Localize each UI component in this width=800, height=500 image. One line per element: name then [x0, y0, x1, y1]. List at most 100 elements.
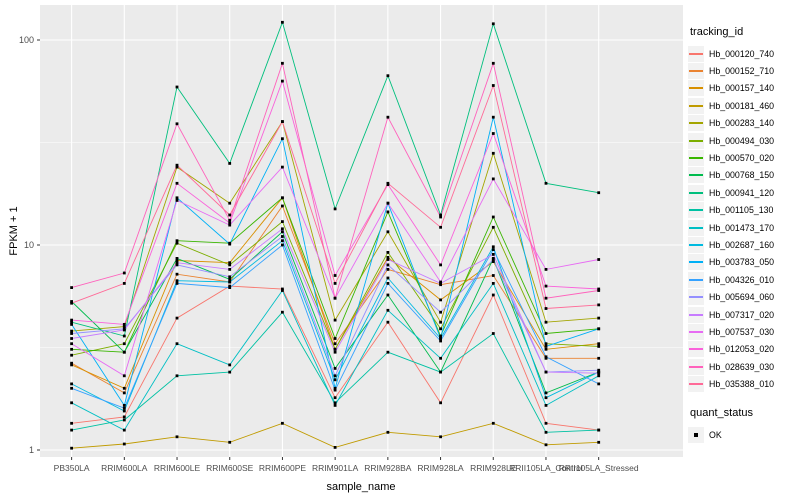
data-point: [439, 280, 442, 284]
data-point: [439, 370, 442, 374]
data-point: [228, 363, 232, 367]
data-point: [333, 386, 337, 390]
data-point: [175, 279, 179, 283]
data-point: [491, 177, 495, 181]
legend-items-tracking-id: Hb_000120_740 Hb_000152_710 Hb_000157_140 H…: [688, 45, 798, 393]
legend-item-label: Hb_000120_740: [709, 48, 775, 59]
data-point: [439, 263, 442, 267]
data-point: [70, 401, 73, 405]
x-axis-title: sample_name: [326, 481, 396, 493]
data-point: [544, 320, 548, 324]
data-point: [281, 120, 284, 123]
data-point: [122, 409, 126, 413]
data-point: [491, 274, 495, 277]
data-point: [122, 428, 126, 432]
data-point: [597, 342, 601, 346]
data-point: [175, 316, 179, 320]
legend-key-line-icon: [688, 271, 704, 288]
data-point: [70, 361, 73, 365]
data-point: [386, 74, 390, 78]
data-point: [175, 122, 179, 126]
data-point: [386, 181, 390, 185]
data-point: [70, 446, 73, 450]
legend-item-label: Hb_000570_020: [709, 153, 775, 164]
data-point: [70, 329, 73, 333]
legend-item-label: Hb_012053_020: [709, 344, 775, 355]
data-point: [281, 287, 284, 291]
data-point: [122, 374, 126, 378]
legend-color-line: [689, 209, 703, 212]
legend-item-Hb_005694_060: Hb_005694_060: [688, 288, 798, 306]
data-point: [597, 356, 601, 360]
data-point: [544, 421, 548, 425]
data-point: [228, 221, 232, 225]
legend-item-Hb_000941_120: Hb_000941_120: [688, 184, 798, 201]
legend-item-label: Hb_001473_170: [709, 222, 775, 233]
legend-key-line-icon: [688, 184, 704, 201]
data-point: [122, 350, 126, 354]
legend-item-label: Hb_000152_710: [709, 66, 775, 77]
data-point: [491, 225, 495, 229]
data-point: [491, 151, 495, 155]
data-point: [439, 298, 442, 302]
data-point: [228, 242, 232, 246]
data-point: [597, 191, 601, 195]
legend-item-Hb_002687_160: Hb_002687_160: [688, 236, 798, 253]
legend-key-line-icon: [688, 236, 704, 253]
data-point: [544, 342, 548, 346]
data-point: [175, 239, 179, 243]
data-point: [597, 327, 601, 331]
data-point: [122, 391, 126, 395]
data-point: [386, 282, 390, 285]
legend-key-line-icon: [688, 45, 704, 62]
y-tick-label: 100: [19, 35, 34, 45]
data-point: [544, 307, 548, 310]
data-point: [228, 261, 232, 265]
data-point: [175, 259, 179, 262]
legend-item-label: Hb_000283_140: [709, 118, 775, 129]
data-point: [544, 296, 548, 300]
legend-color-line: [689, 70, 703, 73]
legend-item-Hb_003783_050: Hb_003783_050: [688, 254, 798, 271]
data-point: [122, 342, 126, 346]
x-tick-label: RRIM901LA: [312, 463, 359, 473]
data-point: [439, 327, 442, 331]
data-point: [228, 370, 232, 374]
legend-item-label: Hb_007317_020: [709, 309, 775, 320]
data-point: [175, 435, 179, 439]
data-point: [439, 435, 442, 439]
legend-item-Hb_000283_140: Hb_000283_140: [688, 115, 798, 132]
legend-color-line: [689, 383, 703, 386]
data-point: [122, 406, 126, 410]
data-point: [333, 282, 337, 285]
x-tick-label: RRII105LA_Control: [509, 463, 583, 473]
data-point: [544, 268, 548, 271]
legend-item-label: Hb_000768_150: [709, 170, 775, 181]
data-point: [281, 220, 284, 223]
data-point: [544, 332, 548, 335]
data-point: [228, 162, 232, 165]
data-point: [70, 320, 73, 324]
data-point: [70, 363, 73, 367]
data-point: [386, 263, 390, 267]
legend-item-Hb_000768_150: Hb_000768_150: [688, 167, 798, 184]
data-point: [281, 204, 284, 208]
data-point: [491, 84, 495, 87]
data-point: [597, 303, 601, 307]
data-point: [281, 79, 284, 83]
data-point: [439, 215, 442, 219]
data-point: [333, 388, 337, 392]
legend-color-line: [689, 261, 703, 264]
data-point: [386, 251, 390, 254]
data-point: [122, 325, 126, 328]
legend-key-line-icon: [688, 132, 704, 149]
data-point: [175, 263, 179, 267]
data-point: [333, 404, 337, 407]
data-point: [228, 286, 232, 289]
y-axis-title: FPKM + 1: [8, 206, 20, 256]
data-point: [70, 337, 73, 340]
y-tick-label: 1: [29, 445, 34, 455]
x-tick-label: PB350LA: [54, 463, 90, 473]
